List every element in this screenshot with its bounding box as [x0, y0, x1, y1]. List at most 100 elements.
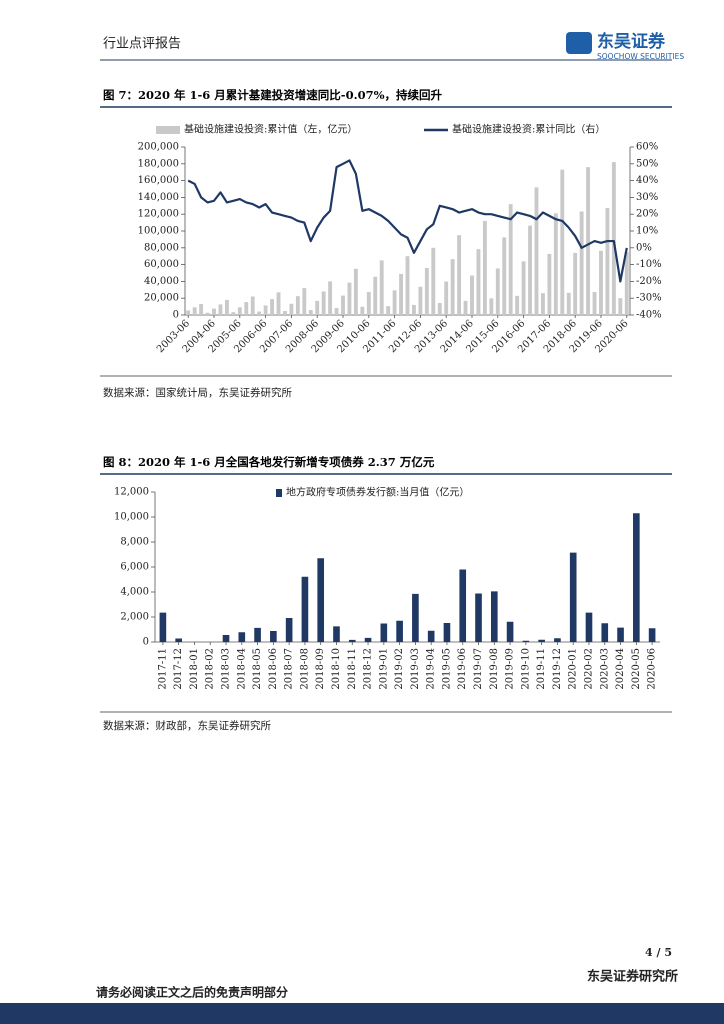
bar: [315, 300, 320, 315]
bar: [186, 310, 191, 315]
bar: [427, 630, 435, 642]
bar: [412, 304, 416, 315]
footer-text: 请务必阅读正文之后的免责声明部分: [96, 985, 288, 1000]
bar: [538, 639, 545, 642]
bar: [601, 623, 609, 642]
bar: [450, 259, 455, 315]
y2-tick-label: -30%: [636, 293, 662, 304]
bar: [224, 299, 229, 315]
x-tick-label: 2019-06: [457, 648, 468, 690]
bar: [566, 292, 571, 315]
bar: [502, 237, 507, 315]
bar: [470, 275, 474, 315]
y-tick-label: 120,000: [138, 209, 179, 220]
bar: [579, 211, 584, 315]
y2-tick-label: 50%: [636, 158, 658, 169]
figure-source: 数据来源：财政部，东吴证券研究所: [103, 719, 271, 732]
bar: [515, 295, 520, 315]
x-tick-label: 2019-03: [410, 648, 421, 690]
bar: [506, 621, 514, 642]
x-tick-label: 2019-10: [520, 648, 531, 690]
legend-label: 基础设施建设投资:累计值（左，亿元）: [184, 123, 357, 136]
bar: [476, 249, 481, 315]
bar: [424, 267, 429, 315]
bar: [547, 253, 552, 315]
y-tick-label: 2,000: [120, 612, 149, 623]
bar: [585, 612, 593, 642]
y-tick-label: 4,000: [120, 587, 149, 598]
y2-tick-label: 20%: [636, 209, 658, 220]
bar: [366, 292, 371, 315]
bar: [244, 302, 249, 315]
bar: [605, 207, 610, 315]
x-tick-label: 2020-03: [599, 648, 610, 690]
bar: [295, 296, 300, 315]
bar: [347, 282, 352, 315]
bar: [463, 300, 468, 315]
y-tick-label: 180,000: [138, 158, 179, 169]
y2-tick-label: 0%: [636, 242, 652, 253]
bar: [175, 638, 182, 642]
x-tick-label: 2020-05: [631, 648, 642, 690]
bar: [353, 268, 358, 315]
bar: [238, 632, 246, 642]
y-tick-label: 20,000: [144, 293, 179, 304]
bar: [599, 250, 603, 315]
bar: [475, 593, 482, 642]
y-tick-label: 200,000: [138, 142, 179, 153]
y2-tick-label: 40%: [636, 175, 658, 186]
header-title: 行业点评报告: [103, 37, 181, 52]
bar: [592, 292, 597, 315]
bar: [301, 576, 309, 642]
bar: [199, 304, 204, 315]
bar: [321, 291, 326, 315]
bar: [328, 281, 333, 315]
bar: [285, 618, 293, 642]
footer-band: [0, 1003, 724, 1024]
x-tick-label: 2018-01: [189, 648, 200, 690]
bar: [392, 290, 397, 315]
legend-label: 地方政府专项债券发行额:当月值（亿元）: [286, 486, 469, 499]
bar: [534, 187, 539, 315]
x-tick-label: 2020-06: [647, 648, 658, 690]
bar: [444, 281, 449, 315]
y-tick-label: 12,000: [114, 487, 149, 498]
institute: 东吴证券研究所: [587, 969, 678, 985]
y-tick-label: 100,000: [138, 226, 179, 237]
bar: [308, 309, 313, 315]
bar: [263, 305, 268, 315]
bar: [396, 620, 403, 642]
bar: [457, 235, 462, 315]
y-tick-label: 0: [173, 310, 179, 321]
brand-en: SOOCHOW SECURITIES: [597, 52, 684, 61]
bar: [360, 306, 365, 315]
bar: [334, 308, 339, 315]
x-tick-label: 2018-04: [236, 648, 247, 690]
x-tick-label: 2019-08: [489, 648, 500, 690]
bar: [283, 310, 287, 315]
bar: [364, 637, 372, 642]
bar: [254, 627, 261, 642]
bar: [553, 213, 558, 315]
y-tick-label: 0: [143, 637, 149, 648]
bar: [270, 299, 274, 315]
bar: [490, 591, 498, 642]
line: [187, 159, 628, 283]
bar: [399, 273, 403, 315]
bar: [586, 167, 591, 315]
x-tick-label: 2020-04: [615, 648, 626, 690]
y2-tick-label: 60%: [636, 142, 658, 153]
bar: [257, 311, 262, 315]
bar: [431, 247, 436, 315]
figure-source: 数据来源：国家统计局，东吴证券研究所: [103, 386, 292, 399]
y2-tick-label: 30%: [636, 192, 658, 203]
y2-tick-label: -10%: [636, 259, 662, 270]
legend-swatch: [276, 489, 282, 497]
y-tick-label: 6,000: [120, 562, 149, 573]
figure-caption: 图 7：2020 年 1-6 月累计基建投资增速同比-0.07%，持续回升: [103, 88, 443, 102]
bar: [508, 204, 513, 315]
bar: [522, 640, 530, 642]
x-tick-label: 2018-03: [221, 648, 232, 690]
bar: [348, 639, 356, 642]
